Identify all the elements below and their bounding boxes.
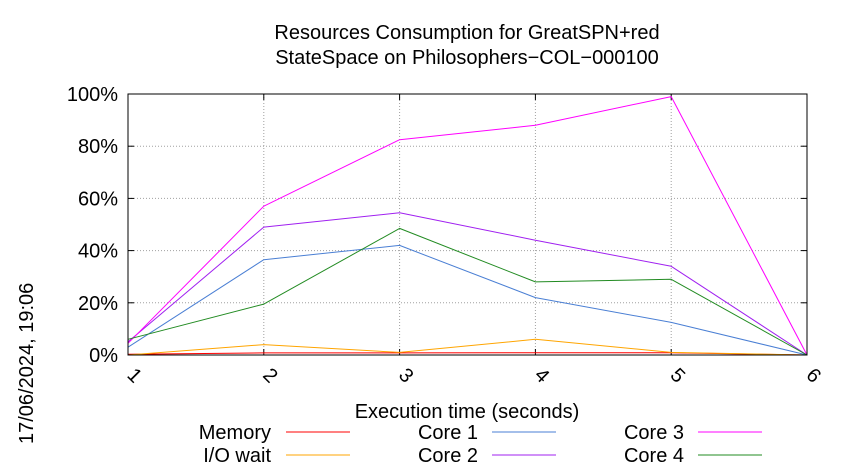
x-tick-label: 6: [802, 364, 825, 387]
y-tick-label: 20%: [78, 293, 118, 315]
timestamp: 17/06/2024, 19:06: [16, 283, 38, 444]
plot-lines: [127, 96, 808, 356]
series-line-core-4: [127, 227, 808, 356]
series-line-core-2: [127, 212, 808, 356]
legend-label-i-o-wait: I/O wait: [203, 445, 271, 467]
y-tick-label: 0%: [89, 345, 118, 367]
x-axis-label: Execution time (seconds): [355, 401, 580, 423]
legend-label-memory: Memory: [199, 422, 271, 444]
series-line-core-3: [127, 96, 808, 356]
legend-label-core-4: Core 4: [624, 445, 684, 467]
x-tick-label: 3: [394, 364, 417, 387]
x-tick-label: 2: [258, 364, 281, 387]
y-tick-label: 80%: [78, 136, 118, 158]
x-tick-label: 5: [666, 364, 689, 387]
y-tick-label: 40%: [78, 241, 118, 263]
series-line-i-o-wait: [127, 338, 808, 356]
x-tick-label: 1: [123, 364, 146, 387]
y-tick-label: 60%: [78, 188, 118, 210]
series-line-core-1: [127, 244, 808, 356]
chart-title-line-1: Resources Consumption for GreatSPN+red: [274, 22, 659, 44]
legend-label-core-2: Core 2: [418, 445, 478, 467]
y-tick-label: 100%: [67, 84, 118, 106]
legend-label-core-3: Core 3: [624, 422, 684, 444]
legend-label-core-1: Core 1: [418, 422, 478, 444]
plot-frame: [127, 93, 808, 356]
chart-title-line-2: StateSpace on Philosophers−COL−000100: [275, 47, 659, 69]
axis-ticks: 0% 20% 40% 60% 80% 100% 1 2 3 4 5 6: [67, 84, 825, 387]
grid: [128, 94, 807, 355]
x-tick-label: 4: [530, 364, 553, 387]
